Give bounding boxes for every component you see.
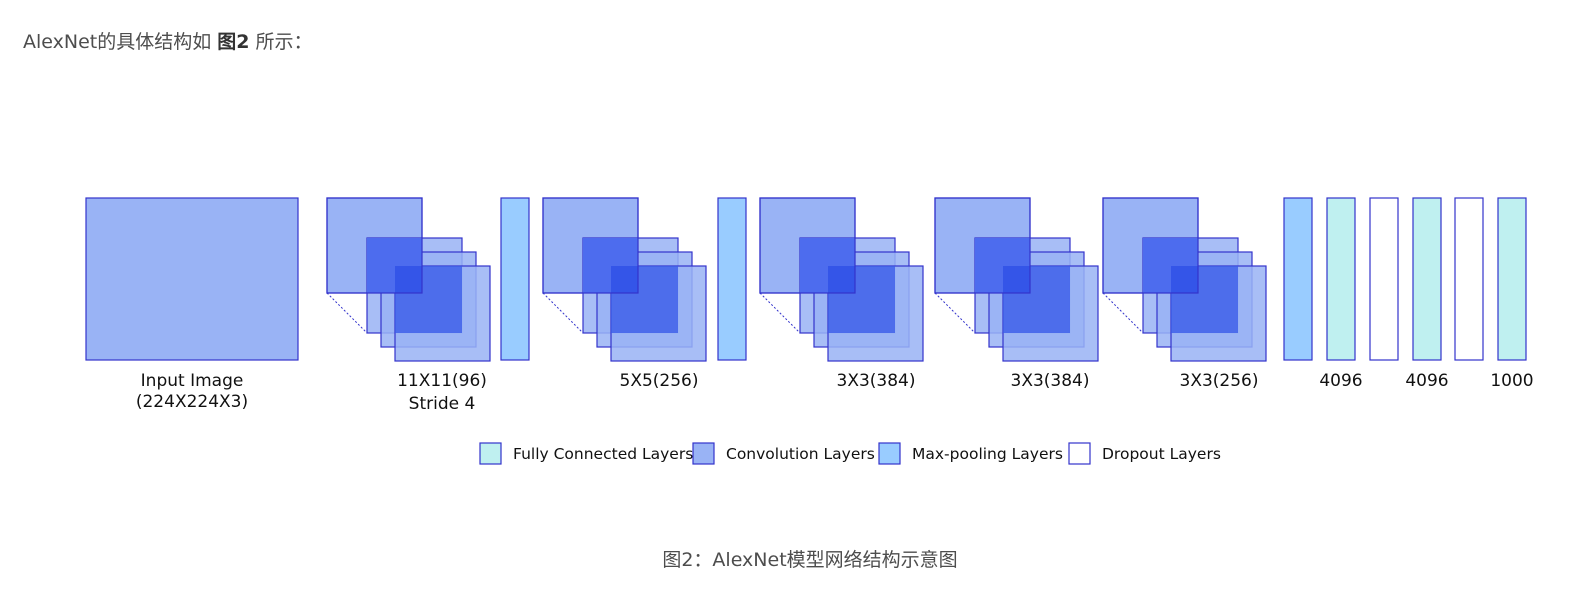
conv5-group — [1102, 197, 1267, 362]
intro-paragraph: AlexNet的具体结构如 图2 所示： — [23, 27, 313, 54]
fc7-block — [1412, 197, 1442, 361]
input-label-line1: Input Image — [141, 371, 244, 391]
conv4-kernel-outline — [934, 197, 1031, 294]
legend-label-fc: Fully Connected Layers — [513, 445, 693, 463]
dropout6-block — [1369, 197, 1399, 361]
conv5-inner-dark — [1171, 266, 1238, 333]
conv2-label: 5X5(256) — [620, 371, 699, 391]
pool5-block — [1283, 197, 1313, 361]
conv4-group — [934, 197, 1099, 362]
dropout7-block — [1454, 197, 1484, 361]
legend-swatch-conv — [692, 442, 715, 465]
conv3-group — [759, 197, 924, 362]
fc6-block — [1326, 197, 1356, 361]
conv4-projection-line — [934, 292, 976, 334]
conv2-group — [542, 197, 707, 362]
intro-prefix: AlexNet的具体结构如 — [23, 31, 218, 53]
conv2-kernel-outline — [542, 197, 639, 294]
conv5-label: 3X3(256) — [1180, 371, 1259, 391]
conv2-inner-dark — [611, 266, 678, 333]
conv1-inner-dark — [395, 266, 462, 333]
legend-swatch-dropout — [1068, 442, 1091, 465]
pool2-block — [717, 197, 747, 361]
conv1-label-line2: Stride 4 — [409, 394, 476, 414]
conv3-label: 3X3(384) — [837, 371, 916, 391]
conv3-inner-dark — [828, 266, 895, 333]
legend-label-conv: Convolution Layers — [726, 445, 875, 463]
conv3-projection-line — [759, 292, 801, 334]
conv3-kernel-outline — [759, 197, 856, 294]
fc8-block — [1497, 197, 1527, 361]
conv2-projection-line — [542, 292, 584, 334]
legend-swatch-fc — [479, 442, 502, 465]
input-image-block — [85, 197, 299, 361]
legend-swatch-pool — [878, 442, 901, 465]
fc8-label: 1000 — [1490, 371, 1533, 391]
conv1-group — [326, 197, 491, 362]
figure-reference: 图2 — [217, 31, 250, 53]
conv4-label: 3X3(384) — [1011, 371, 1090, 391]
figure-caption: 图2：AlexNet模型网络结构示意图 — [662, 549, 958, 571]
conv4-inner-dark — [1003, 266, 1070, 333]
conv1-projection-line — [326, 292, 368, 334]
intro-suffix: 所示： — [249, 31, 313, 53]
legend-label-pool: Max-pooling Layers — [912, 445, 1063, 463]
conv5-kernel-outline — [1102, 197, 1199, 294]
conv1-kernel-outline — [326, 197, 423, 294]
conv1-label-line1: 11X11(96) — [397, 371, 487, 391]
input-label-line2: (224X224X3) — [136, 392, 248, 412]
conv5-projection-line — [1102, 292, 1144, 334]
fc7-label: 4096 — [1405, 371, 1448, 391]
pool1-block — [500, 197, 530, 361]
legend-label-dropout: Dropout Layers — [1102, 445, 1221, 463]
fc6-label: 4096 — [1319, 371, 1362, 391]
legend: Fully Connected Layers Convolution Layer… — [479, 442, 1221, 465]
